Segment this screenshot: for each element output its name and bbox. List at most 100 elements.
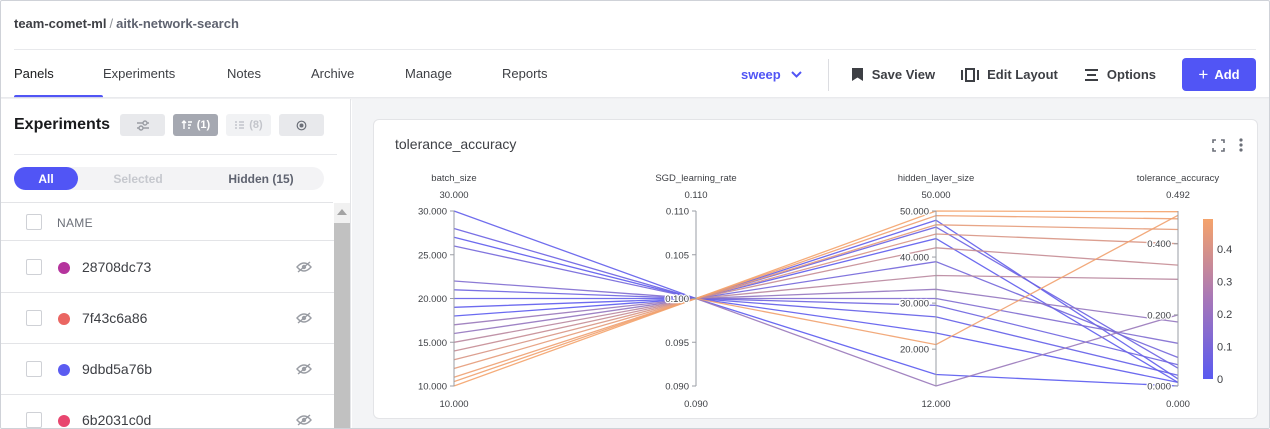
axis-range-min: 10.000 [439,399,468,410]
experiment-color-dot [58,415,70,427]
colorbar-tick-label: 0.3 [1217,276,1232,288]
series-line [453,226,1179,369]
series-line [453,297,1179,387]
series-line [453,288,1179,335]
tab-manage[interactable]: Manage [405,66,452,81]
series-line [454,297,1179,376]
series-line [453,247,1179,352]
row-checkbox[interactable] [26,310,42,326]
toolbar-divider [827,58,829,91]
breadcrumb-workspace[interactable]: team-comet-ml [14,16,107,31]
row-checkbox[interactable] [26,361,42,377]
table-row[interactable]: 9dbd5a76b [1,344,334,395]
panel-actions [1198,138,1243,152]
tick-label: 0.200 [1147,310,1171,321]
options-label: Options [1106,67,1156,82]
tick-label: 0.000 [1147,382,1171,393]
series-line [453,245,1179,359]
tick-label: 0.090 [665,382,689,393]
axis-range-max: 30.000 [439,190,468,201]
sort-icon [181,120,192,129]
tick-label: 50.000 [900,207,929,218]
series-line [453,289,1179,366]
experiment-name[interactable]: 6b2031c0d [82,412,152,428]
tick-label: 25.000 [418,250,447,261]
filter-sliders-icon [136,119,149,131]
options-icon [1084,68,1098,81]
tick-label: 0.100 [665,294,689,305]
tab-experiments[interactable]: Experiments [103,66,176,81]
breadcrumb-divider [14,49,1256,50]
sidebar-title: Experiments [14,116,111,133]
colorbar-tick-label: 0.2 [1217,309,1232,321]
more-vertical-icon[interactable] [1239,138,1243,152]
axis-range-min: 0.000 [1166,399,1190,410]
view-selector-dropdown[interactable]: sweep [741,67,802,82]
eye-slash-icon[interactable] [296,312,312,324]
table-header: NAME [1,203,334,241]
group-count: (8) [249,119,263,131]
bookmark-icon [851,68,863,81]
axis-range-min: 0.090 [684,399,708,410]
scroll-up-arrow-icon[interactable] [337,209,347,215]
axis-range-max: 50.000 [921,190,950,201]
breadcrumb-project[interactable]: aitk-network-search [116,16,239,31]
row-checkbox[interactable] [26,412,42,428]
filter-hidden[interactable]: Hidden (15) [228,171,294,186]
sidebar-divider [14,154,337,155]
plus-icon: + [1198,65,1209,84]
save-view-label: Save View [871,67,936,82]
table-row[interactable]: 7f43c6a86 [1,293,334,344]
tab-notes[interactable]: Notes [227,66,261,81]
project-tabs: Panels Experiments Notes Archive Manage … [14,50,562,98]
experiment-color-dot [58,262,70,274]
axis-title: batch_size [431,173,476,184]
series-line [453,274,1179,343]
columns-button[interactable] [279,114,324,136]
experiment-name[interactable]: 28708dc73 [82,259,152,275]
filter-selected[interactable]: Selected [113,171,163,186]
edit-layout-button[interactable]: Edit Layout [961,67,1058,82]
view-selector-value: sweep [740,67,781,82]
options-button[interactable]: Options [1084,67,1156,82]
add-panel-button[interactable]: + Add [1182,58,1256,91]
tick-label: 30.000 [900,299,929,310]
sort-button[interactable]: (1) [173,114,218,136]
column-header-name[interactable]: NAME [57,216,93,230]
fullscreen-icon[interactable] [1212,138,1225,152]
table-row[interactable]: 28708dc73 [1,242,334,293]
table-row[interactable]: 6b2031c0d [1,395,334,428]
tick-label: 0.105 [665,250,689,261]
experiment-name[interactable]: 7f43c6a86 [82,310,148,326]
series-line [453,214,1179,378]
filter-button[interactable] [120,114,165,136]
chevron-down-icon [791,71,802,78]
series-line [453,233,1179,361]
tab-reports[interactable]: Reports [502,66,548,81]
select-all-checkbox[interactable] [26,214,42,230]
panel-toolbar: sweep Save View Edit Layout Options + Ad… [741,58,1256,91]
list-divider [1,202,333,203]
experiment-name[interactable]: 9dbd5a76b [82,361,153,377]
scrollbar-thumb[interactable] [334,223,350,428]
group-button[interactable]: (8) [226,114,271,136]
series-line [453,210,1179,387]
add-label: Add [1214,67,1240,82]
eye-slash-icon[interactable] [296,414,312,426]
save-view-button[interactable]: Save View [851,67,935,82]
edit-layout-label: Edit Layout [987,67,1058,82]
tab-archive[interactable]: Archive [311,66,355,81]
series-line [453,214,1179,383]
layout-icon [961,67,980,82]
tick-label: 15.000 [418,338,447,349]
sort-count: (1) [196,119,211,131]
eye-slash-icon[interactable] [296,261,312,273]
filter-all[interactable]: All [14,167,78,190]
eye-slash-icon[interactable] [296,363,312,375]
row-checkbox[interactable] [26,259,42,275]
target-icon [296,120,307,130]
axis-range-min: 12.000 [921,399,950,410]
tab-panels[interactable]: Panels [14,50,103,98]
